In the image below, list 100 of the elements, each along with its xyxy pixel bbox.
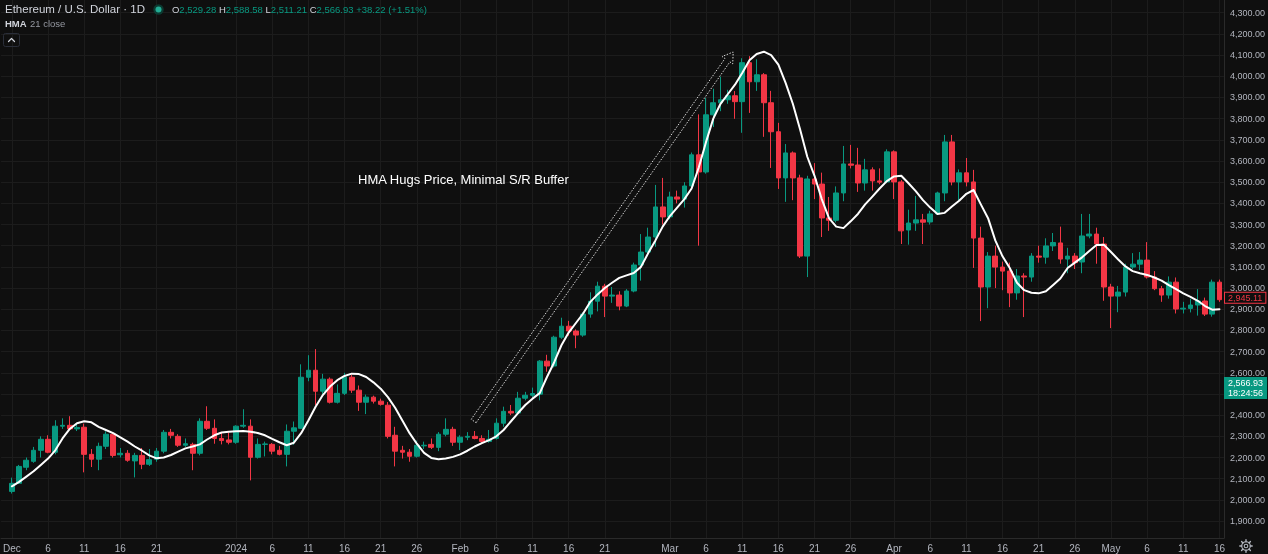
x-tick-label: 26 [1069,542,1081,554]
candlestick [1058,226,1063,265]
x-tick-label: 11 [961,542,972,554]
text: O2,529.28 H2,588.58 L2,511.21 C2,566.93 +38.22 (+1.51%) [171,3,427,15]
candlestick [1159,285,1164,303]
candlestick [530,387,535,398]
y-tick-label: 4,100.00 [1229,50,1266,61]
x-tick-label: 16 [114,542,127,554]
candlestick [776,122,781,190]
x-tick-label: 21 [808,542,821,554]
candlestick [949,134,955,186]
x-tick-label: Mar [661,542,680,554]
candlestick [956,168,962,202]
x-tick-label: 6 [45,542,52,554]
candlestick [125,449,130,463]
candlestick [74,422,80,432]
x-tick-label: 11 [79,542,90,554]
candlestick [1123,263,1128,298]
candlestick [992,245,998,289]
candlestick [1144,241,1150,280]
candlestick [1000,261,1005,291]
candlestick [313,348,318,406]
candlestick [81,423,87,473]
y-tick-label: 2,800.00 [1229,325,1266,336]
y-tick-label: 4,000.00 [1229,71,1266,82]
y-tick-label: 2,100.00 [1229,473,1266,484]
x-tick-label: 6 [493,542,500,554]
candlestick [783,143,788,203]
candlestick [117,447,123,459]
y-tick-label: 2,900.00 [1229,304,1266,315]
candlestick [457,434,463,451]
y-tick-label: 3,300.00 [1229,219,1266,230]
candlestick [320,373,326,395]
candlestick [544,354,550,373]
chart-title: Ethereum / U.S. Dollar · 1D [5,3,145,15]
x-tick-label: 6 [927,542,934,554]
y-tick-label: 2,700.00 [1229,346,1266,357]
x-tick-label: 16 [996,542,1009,554]
candlestick [443,417,449,437]
x-tick-label: 2024 [224,542,248,554]
candlestick [501,406,506,428]
candlestick [219,432,224,445]
candlestick [616,290,622,311]
y-tick-label: 3,900.00 [1229,92,1266,103]
candlestick [428,437,434,450]
candlestick [400,445,405,460]
candlestick [1094,227,1099,265]
candlestick [559,317,564,340]
x-tick-label: 21 [599,542,611,554]
candlestick [732,90,738,120]
candlestick [363,394,369,415]
candlestick [89,448,94,468]
candlestick [183,437,188,448]
y-tick-label: 2,200.00 [1229,452,1266,463]
x-tick-label: 6 [1144,542,1151,554]
candlestick [146,448,152,467]
candlestick [45,434,51,454]
x-tick-label: 16 [338,542,351,554]
candlestick [38,435,44,459]
text: HMA 21 close [5,17,66,29]
candlestick [935,191,940,216]
x-tick-label: 21 [150,542,163,554]
text: 2,566.93 18:24:56 [1228,378,1264,398]
x-tick-label: 26 [411,542,423,554]
y-tick-label: 4,300.00 [1229,7,1266,18]
candlestick [609,286,615,304]
candlestick [1217,279,1222,303]
candlestick [971,169,976,269]
x-tick-label: 11 [527,542,539,554]
candlestick [1209,279,1215,318]
candlestick [985,251,991,309]
candlestick [906,209,911,246]
y-tick-label: 3,700.00 [1229,134,1266,145]
candlestick [913,195,919,232]
y-tick-label: 2,300.00 [1229,431,1266,442]
text: 2,945.11 [1228,292,1263,303]
candlestick [508,404,514,416]
candlestick [978,226,984,322]
x-tick-label: Feb [451,542,470,554]
candlestick [436,431,441,452]
candlestick [248,418,253,481]
candlestick [1173,276,1179,314]
y-tick-label: 1,900.00 [1229,516,1266,527]
annotation: HMA Hugs Price, Minimal S/R Buffer [358,172,570,188]
candlestick [1029,252,1034,283]
x-tick-label: 11 [303,542,314,554]
x-tick-label: 11 [737,542,748,554]
candlestick [334,383,340,404]
candlestick [660,177,666,226]
candlestick [197,417,203,456]
y-tick-label: 3,200.00 [1229,240,1266,251]
line-series [10,50,1221,488]
x-tick-label: 21 [375,542,387,554]
x-tick-label: Dec [2,542,21,554]
y-tick-label: 3,000.00 [1229,283,1266,294]
candlestick [168,428,174,439]
candlestick [754,58,760,92]
candlestick [1007,262,1013,308]
candlestick [465,431,470,441]
candlestick [964,157,969,187]
